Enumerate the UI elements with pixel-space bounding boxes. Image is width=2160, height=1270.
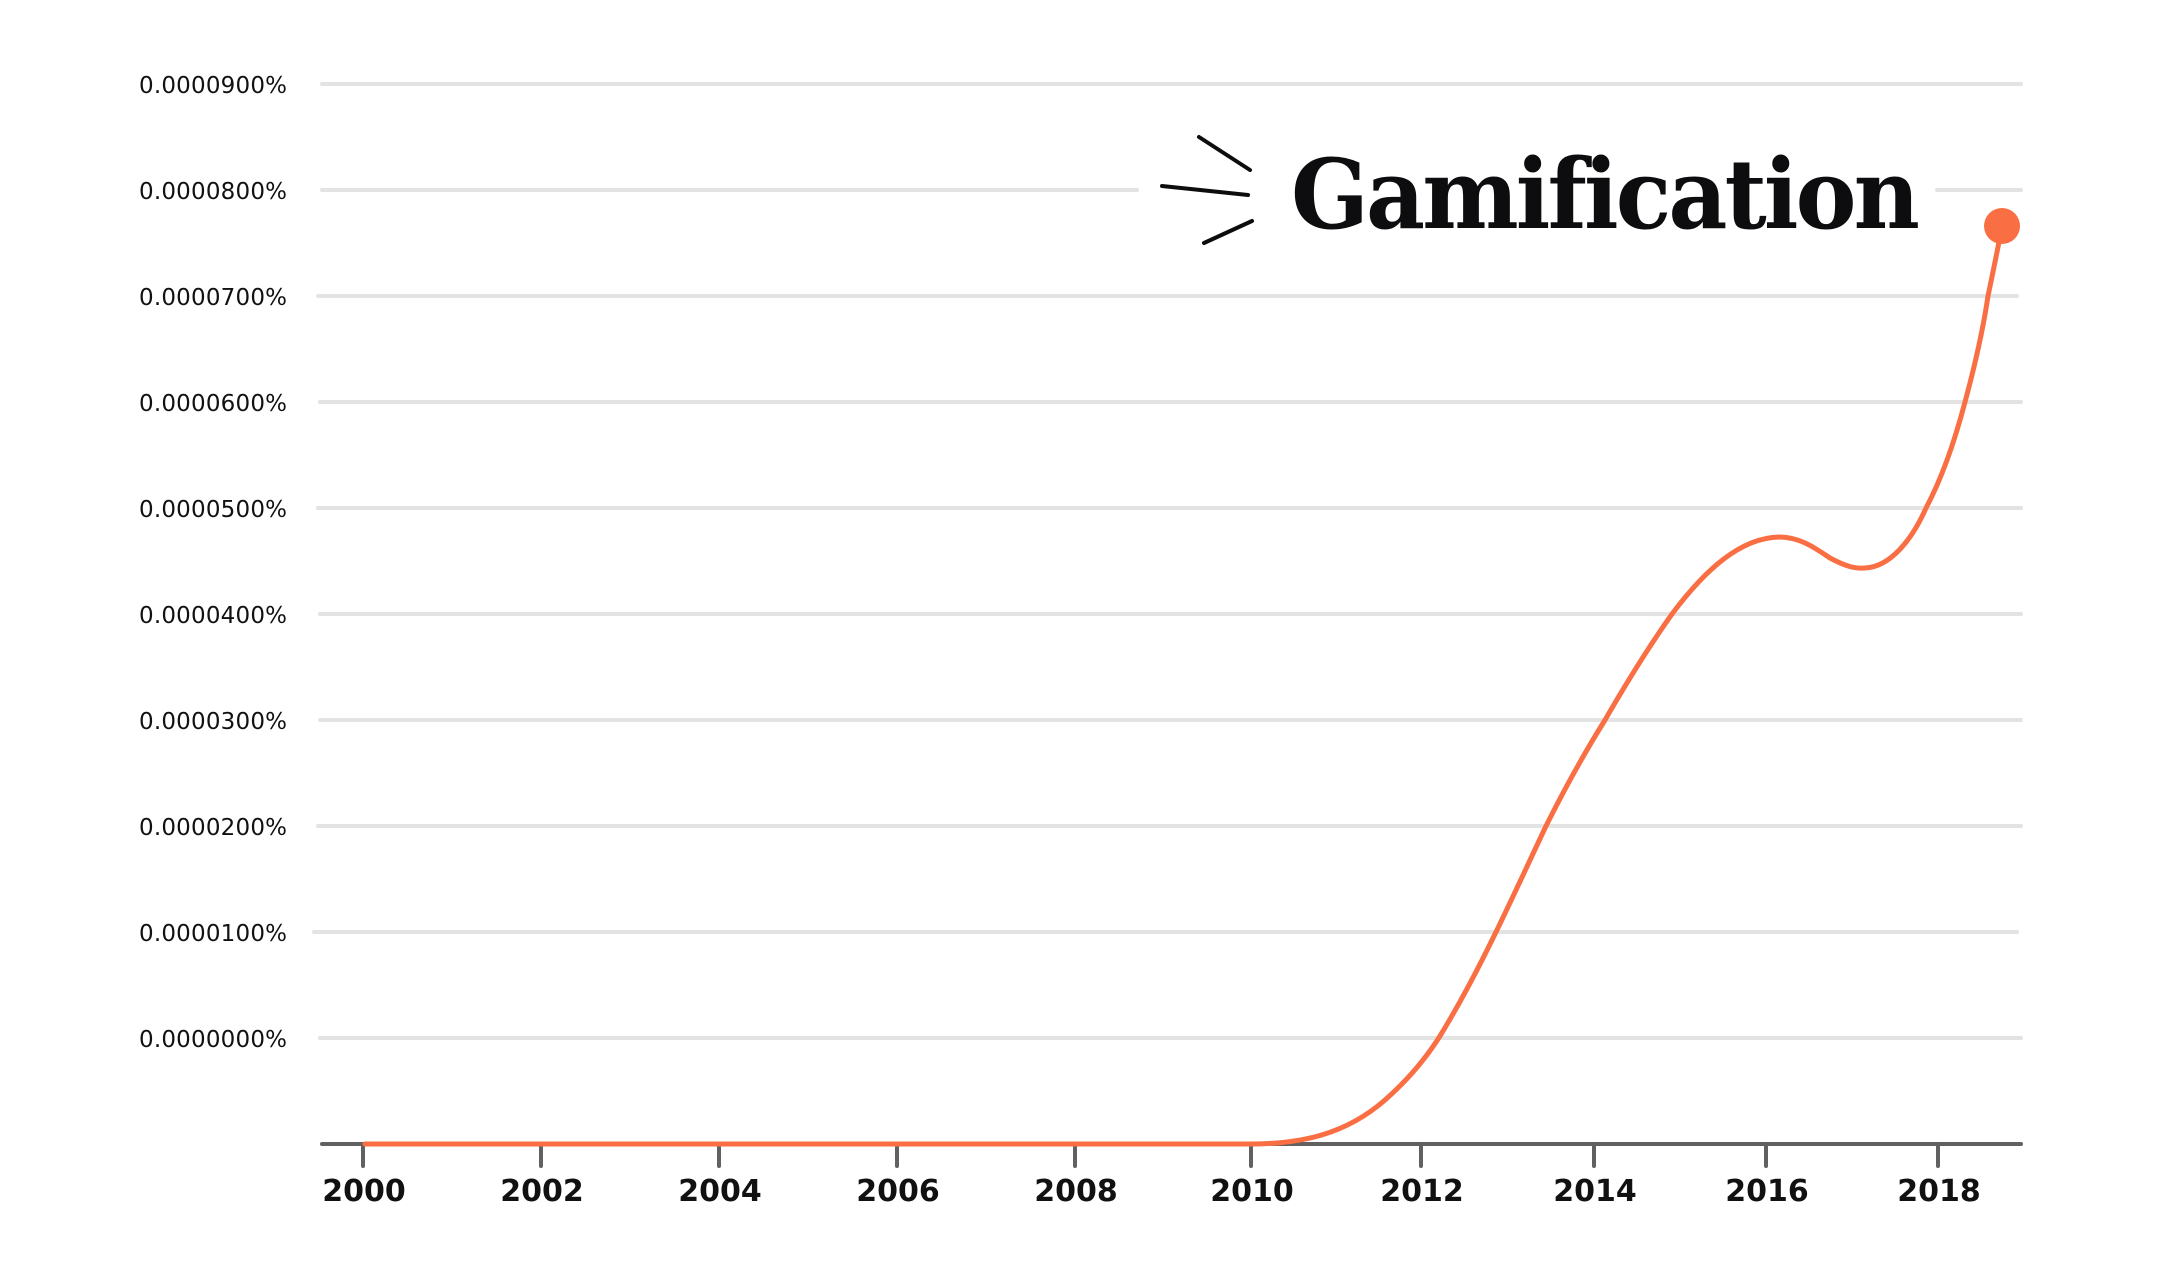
x-tick-label: 2010	[1210, 1174, 1294, 1209]
y-tick-label: 0.0000200%	[139, 815, 287, 841]
emphasis-stroke-middle	[1160, 184, 1250, 197]
y-tick-label: 0.0000300%	[139, 709, 287, 735]
x-tick-label: 2006	[856, 1174, 940, 1209]
x-tick-label: 2004	[678, 1174, 762, 1209]
x-tick-label: 2012	[1380, 1174, 1464, 1209]
emphasis-strokes-icon	[1160, 135, 1254, 245]
y-tick-label: 0.0000500%	[139, 497, 287, 523]
emphasis-stroke-bottom	[1202, 219, 1254, 245]
series-end-marker	[1984, 208, 2020, 244]
x-tick-label: 2018	[1897, 1174, 1981, 1209]
emphasis-stroke-top	[1197, 135, 1252, 172]
y-tick-label: 0.0000900%	[139, 73, 287, 99]
y-tick-label: 0.0000800%	[139, 179, 287, 205]
series-line-gamification	[362, 223, 2005, 1147]
x-tick-label: 2002	[500, 1174, 584, 1209]
x-tick-label: 2000	[322, 1174, 406, 1209]
x-axis	[320, 1142, 2023, 1168]
x-tick-label: 2014	[1553, 1174, 1637, 1209]
y-tick-label: 0.0000100%	[139, 921, 287, 947]
x-tick-label: 2008	[1034, 1174, 1118, 1209]
y-tick-label: 0.0000000%	[139, 1027, 287, 1053]
y-axis-labels: 0.0000900% 0.0000800% 0.0000700% 0.00006…	[139, 73, 287, 1053]
series-title-label: Gamification	[1291, 138, 1918, 251]
y-tick-label: 0.0000700%	[139, 285, 287, 311]
gridlines	[312, 82, 2023, 1040]
y-tick-label: 0.0000400%	[139, 603, 287, 629]
x-tick-label: 2016	[1725, 1174, 1809, 1209]
y-tick-label: 0.0000600%	[139, 391, 287, 417]
x-axis-labels: 2000 2002 2004 2006 2008 2010 2012 2014 …	[322, 1174, 1981, 1209]
